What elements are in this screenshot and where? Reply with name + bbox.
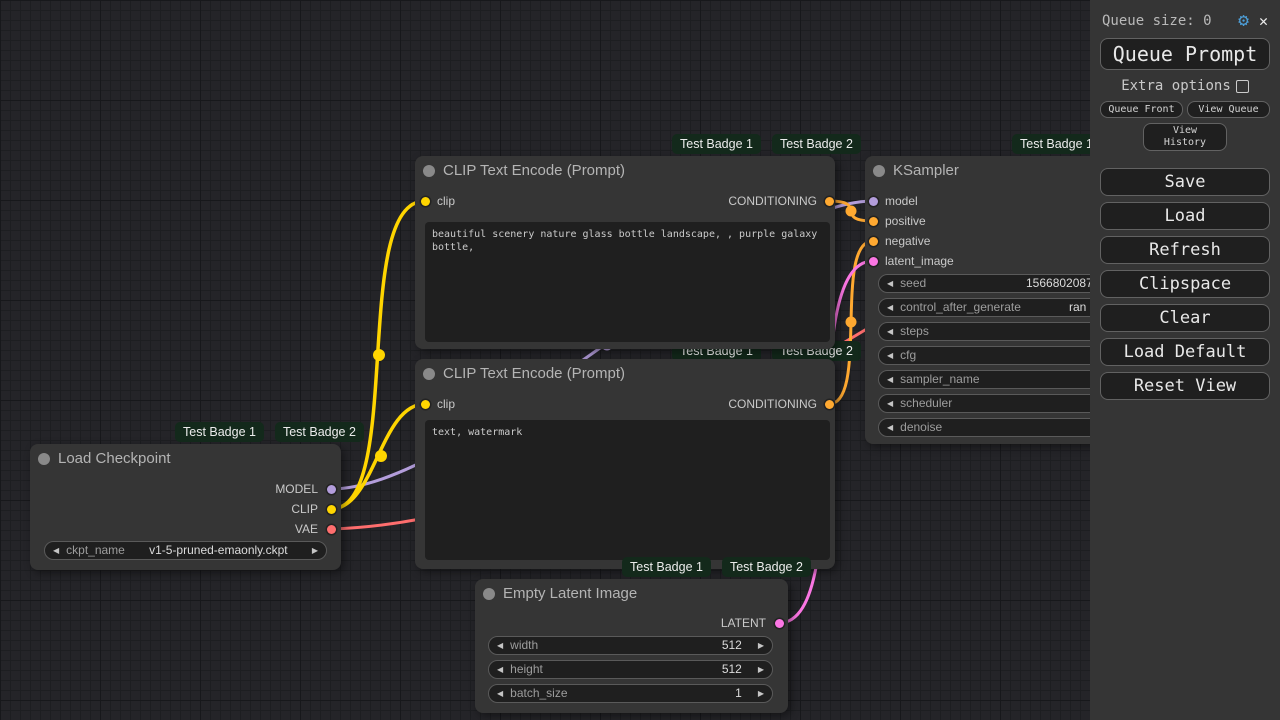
widget-ckpt-name[interactable]: ◀ ckpt_name v1-5-pruned-emaonly.ckpt ▶ [44,540,327,560]
widget-height[interactable]: ◀ height 512 ▶ [488,659,773,679]
arrow-left-icon[interactable]: ◀ [887,350,894,360]
arrow-left-icon[interactable]: ◀ [497,688,504,698]
collapse-dot[interactable] [423,368,435,380]
collapse-dot[interactable] [873,165,885,177]
output-label: VAE [294,522,318,536]
extra-options-checkbox[interactable] [1235,79,1249,93]
node-title: CLIP Text Encode (Prompt) [443,162,626,179]
input-label: model [885,194,918,208]
arrow-right-icon[interactable]: ▶ [757,688,764,698]
queue-front-button[interactable]: Queue Front [1100,101,1183,118]
save-button[interactable]: Save [1100,168,1270,196]
wire-clip-1 [330,199,426,511]
arrow-left-icon[interactable]: ◀ [53,545,60,555]
node-title-bar[interactable]: CLIP Text Encode (Prompt) [415,359,835,389]
link-dot [845,316,857,328]
badge: Test Badge 1 [175,422,264,442]
node-load-checkpoint[interactable]: Load Checkpoint MODEL CLIP VAE ◀ ckpt_na… [30,444,341,570]
output-label: CONDITIONING [728,397,817,411]
badge: Test Badge 1 [622,557,711,577]
arrow-left-icon[interactable]: ◀ [887,374,894,384]
arrow-left-icon[interactable]: ◀ [497,640,504,650]
link-dot [375,450,387,462]
arrow-right-icon[interactable]: ▶ [311,545,318,555]
output-port-vae[interactable] [326,524,336,534]
input-label: negative [885,234,931,248]
input-port-clip[interactable] [420,399,430,409]
view-queue-button[interactable]: View Queue [1187,101,1270,118]
input-port-latent-image[interactable] [868,256,878,266]
output-port-conditioning[interactable] [824,196,834,206]
badge-group-empty-latent: Test Badge 1 Test Badge 2 [622,557,811,577]
output-port-model[interactable] [326,484,336,494]
link-dot [845,205,857,217]
arrow-left-icon[interactable]: ◀ [497,664,504,674]
badge: Test Badge 1 [1012,134,1101,154]
collapse-dot[interactable] [483,588,495,600]
arrow-left-icon[interactable]: ◀ [887,398,894,408]
queue-size-label: Queue size: 0 [1102,12,1212,29]
arrow-right-icon[interactable]: ▶ [757,664,764,674]
node-clip-text-encode-negative[interactable]: CLIP Text Encode (Prompt) clip CONDITION… [415,359,835,569]
prompt-textarea[interactable]: beautiful scenery nature glass bottle la… [425,222,830,342]
input-label: latent_image [885,254,954,268]
close-icon[interactable]: ✕ [1258,11,1268,30]
view-history-button[interactable]: View History [1143,123,1227,151]
arrow-left-icon[interactable]: ◀ [887,326,894,336]
prompt-textarea[interactable]: text, watermark [425,420,830,560]
badge: Test Badge 2 [771,134,861,154]
extra-options-label: Extra options [1121,78,1231,94]
output-port-clip[interactable] [326,504,336,514]
node-title-bar[interactable]: CLIP Text Encode (Prompt) [415,156,835,186]
input-label: clip [437,194,456,208]
badge: Test Badge 2 [721,557,811,577]
arrow-left-icon[interactable]: ◀ [887,422,894,432]
output-port-latent[interactable] [774,618,784,628]
load-button[interactable]: Load [1100,202,1270,230]
output-port-conditioning[interactable] [824,399,834,409]
arrow-right-icon[interactable]: ▶ [757,640,764,650]
node-title-bar[interactable]: KSampler [865,156,1175,186]
node-empty-latent-image[interactable]: Empty Latent Image LATENT ◀ width 512 ▶ … [475,579,788,713]
output-label: LATENT [720,616,766,630]
node-title: Empty Latent Image [503,585,638,602]
input-port-positive[interactable] [868,216,878,226]
link-dot [373,349,385,361]
node-title-bar[interactable]: Empty Latent Image [475,579,788,609]
badge-group-load-checkpoint: Test Badge 1 Test Badge 2 [175,422,364,442]
node-title: KSampler [893,162,959,179]
input-port-clip[interactable] [420,196,430,206]
output-label: CONDITIONING [728,194,817,208]
reset-view-button[interactable]: Reset View [1100,372,1270,400]
badge-group-clip-positive: Test Badge 1 Test Badge 2 [672,134,861,154]
node-title-bar[interactable]: Load Checkpoint [30,444,341,474]
node-title: Load Checkpoint [58,450,171,467]
queue-prompt-button[interactable]: Queue Prompt [1100,38,1270,70]
output-label: CLIP [291,502,318,516]
badge: Test Badge 2 [274,422,364,442]
input-label: clip [437,397,456,411]
comfy-menu-panel: Queue size: 0 ⚙ ✕ Queue Prompt Extra opt… [1090,0,1280,720]
input-label: positive [885,214,926,228]
load-default-button[interactable]: Load Default [1100,338,1270,366]
arrow-left-icon[interactable]: ◀ [887,302,894,312]
widget-batch-size[interactable]: ◀ batch_size 1 ▶ [488,683,773,703]
collapse-dot[interactable] [423,165,435,177]
collapse-dot[interactable] [38,453,50,465]
settings-gear-icon[interactable]: ⚙ [1238,10,1249,31]
input-port-model[interactable] [868,196,878,206]
widget-width[interactable]: ◀ width 512 ▶ [488,635,773,655]
output-label: MODEL [275,482,318,496]
arrow-left-icon[interactable]: ◀ [887,278,894,288]
badge: Test Badge 1 [672,134,761,154]
clipspace-button[interactable]: Clipspace [1100,270,1270,298]
node-title: CLIP Text Encode (Prompt) [443,365,626,382]
wire-clip-2 [330,402,426,511]
clear-button[interactable]: Clear [1100,304,1270,332]
input-port-negative[interactable] [868,236,878,246]
node-clip-text-encode-positive[interactable]: CLIP Text Encode (Prompt) clip CONDITION… [415,156,835,349]
refresh-button[interactable]: Refresh [1100,236,1270,264]
